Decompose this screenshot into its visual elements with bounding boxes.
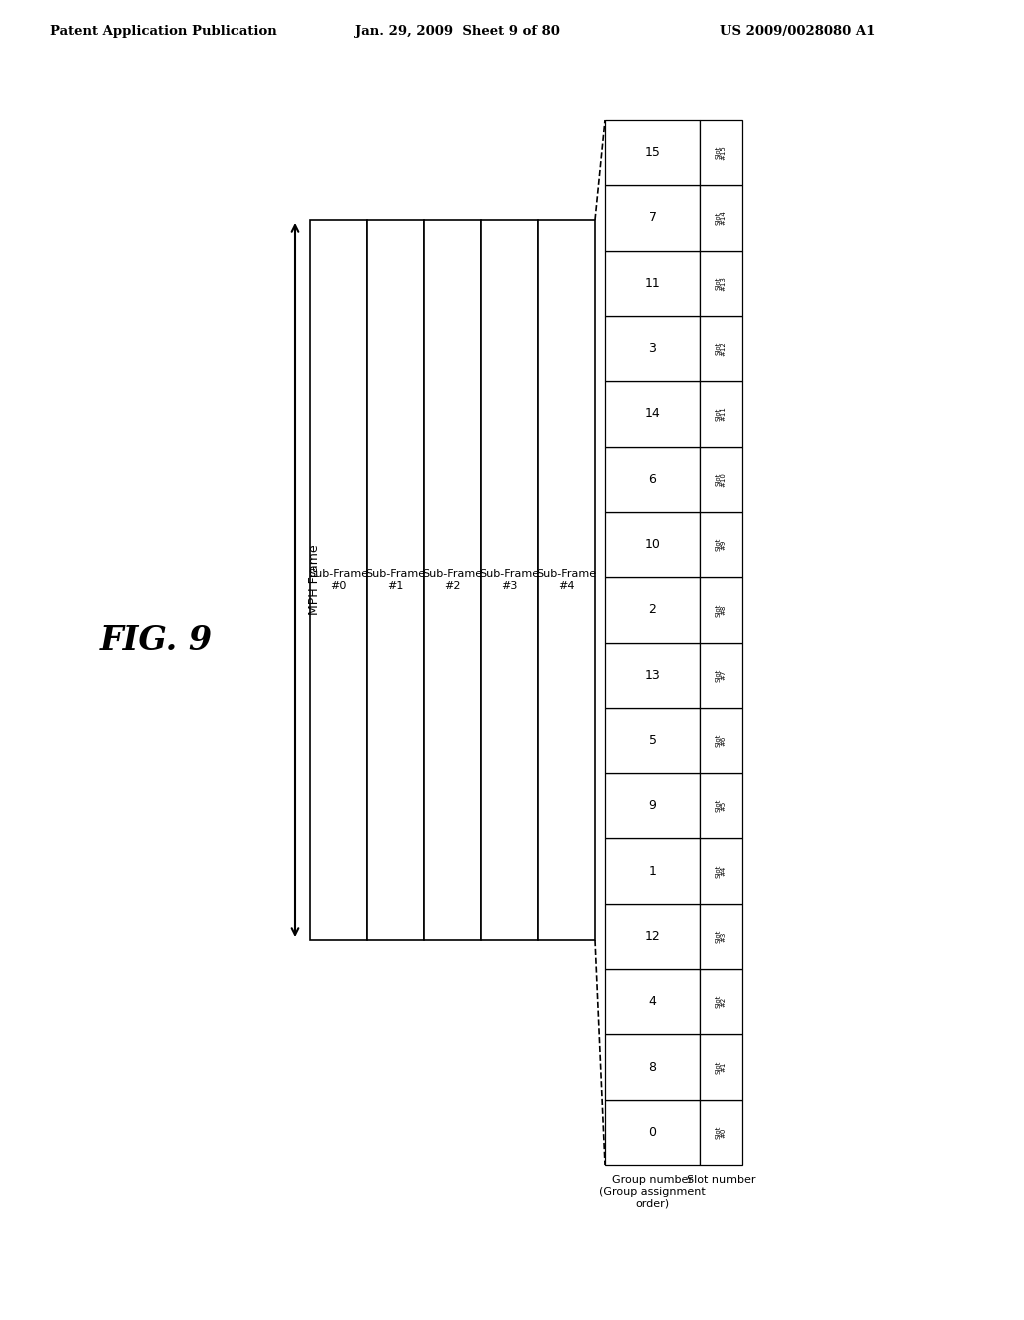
Bar [605,774,700,838]
Bar [700,315,742,381]
Text: 3: 3 [648,342,656,355]
Text: Group number
(Group assignment
order): Group number (Group assignment order) [599,1175,706,1208]
Text: Slot
#3: Slot #3 [715,929,727,942]
Text: Slot
#8: Slot #8 [715,603,727,616]
Text: 8: 8 [648,1060,656,1073]
Text: 13: 13 [645,669,660,681]
Text: 12: 12 [645,929,660,942]
Bar [700,381,742,446]
Bar [605,1100,700,1166]
Bar [424,220,481,940]
Bar [605,708,700,774]
Text: 1: 1 [648,865,656,878]
Text: Sub-Frame
#1: Sub-Frame #1 [366,569,426,591]
Bar [700,1035,742,1100]
Text: 15: 15 [644,147,660,160]
Text: 4: 4 [648,995,656,1008]
Text: Sub-Frame
#2: Sub-Frame #2 [423,569,482,591]
Bar [605,381,700,446]
Bar [700,577,742,643]
Bar [605,446,700,512]
Bar [700,512,742,577]
Bar [700,774,742,838]
Text: 14: 14 [645,408,660,420]
Text: 10: 10 [644,539,660,550]
Bar [310,220,367,940]
Text: Slot
#7: Slot #7 [715,668,727,682]
Bar [700,120,742,185]
Bar [538,220,595,940]
Text: FIG. 9: FIG. 9 [100,623,213,656]
Text: Slot
#5: Slot #5 [715,799,727,813]
Bar [605,577,700,643]
Text: Slot
#15: Slot #15 [715,145,727,160]
Text: Sub-Frame
#3: Sub-Frame #3 [479,569,540,591]
Text: Slot
#1: Slot #1 [715,1060,727,1073]
Text: Slot
#14: Slot #14 [715,211,727,226]
Text: Slot
#2: Slot #2 [715,995,727,1008]
Text: MPH Frame: MPH Frame [308,545,321,615]
Bar [700,446,742,512]
Text: Patent Application Publication: Patent Application Publication [50,25,276,38]
Text: Jan. 29, 2009  Sheet 9 of 80: Jan. 29, 2009 Sheet 9 of 80 [355,25,560,38]
Bar [605,969,700,1035]
Text: 5: 5 [648,734,656,747]
Text: Slot
#6: Slot #6 [715,734,727,747]
Text: 9: 9 [648,800,656,812]
Text: Slot
#12: Slot #12 [715,341,727,356]
Bar [605,251,700,315]
Text: Slot
#11: Slot #11 [715,407,727,421]
Text: Slot
#4: Slot #4 [715,865,727,878]
Bar [605,315,700,381]
Text: US 2009/0028080 A1: US 2009/0028080 A1 [720,25,876,38]
Bar [700,251,742,315]
Text: Slot number: Slot number [687,1175,756,1185]
Text: Slot
#9: Slot #9 [715,537,727,552]
Text: 7: 7 [648,211,656,224]
Bar [605,904,700,969]
Text: Sub-Frame
#0: Sub-Frame #0 [308,569,369,591]
Bar [700,708,742,774]
Bar [605,512,700,577]
Text: Slot
#10: Slot #10 [715,471,727,487]
Bar [700,185,742,251]
Bar [605,120,700,185]
Bar [605,838,700,904]
Bar [700,643,742,708]
Bar [605,1035,700,1100]
Bar [367,220,424,940]
Text: Slot
#0: Slot #0 [715,1126,727,1139]
Text: 6: 6 [648,473,656,486]
Text: 2: 2 [648,603,656,616]
Bar [700,1100,742,1166]
Text: Slot
#13: Slot #13 [715,276,727,290]
Bar [605,185,700,251]
Bar [700,969,742,1035]
Text: 0: 0 [648,1126,656,1139]
Text: 11: 11 [645,277,660,290]
Bar [700,904,742,969]
Bar [481,220,538,940]
Text: Sub-Frame
#4: Sub-Frame #4 [537,569,597,591]
Bar [605,643,700,708]
Bar [700,838,742,904]
